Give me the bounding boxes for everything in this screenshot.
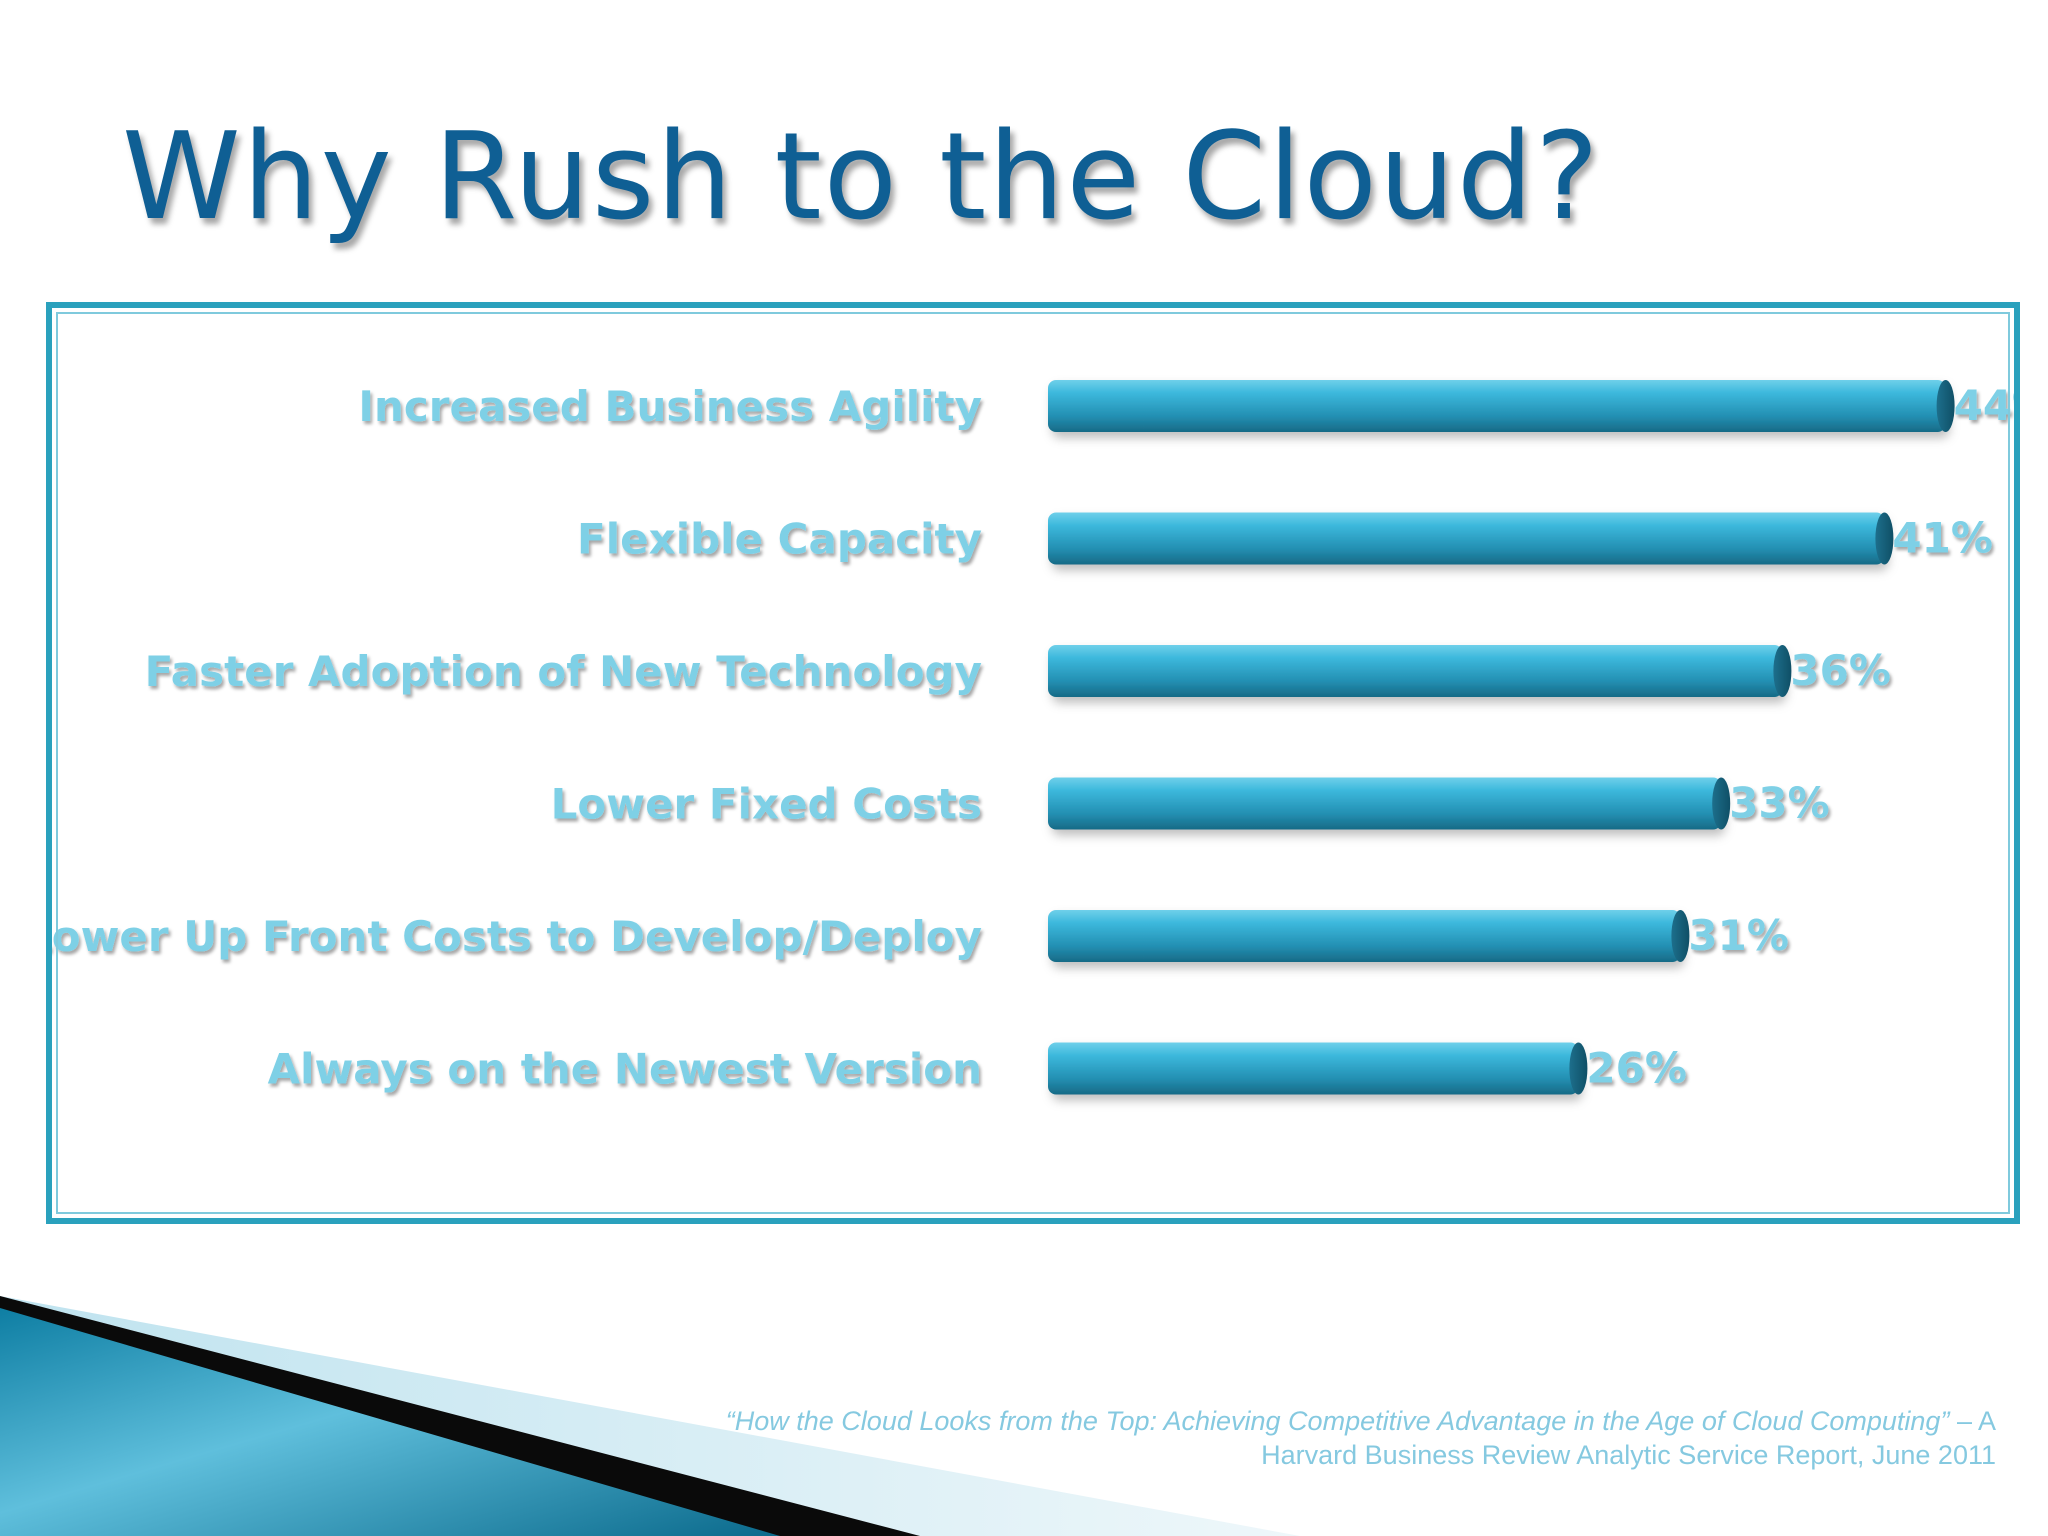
bar: [1048, 910, 1681, 962]
category-label: Increased Business Agility: [358, 382, 982, 431]
bar: [1048, 1042, 1579, 1095]
value-label: 33%: [1729, 779, 1830, 828]
bar-end-cap: [1773, 645, 1792, 697]
bar: [1048, 645, 1783, 697]
value-label: 36%: [1790, 646, 1891, 695]
category-label: Lower Up Front Costs to Develop/Deploy: [52, 912, 982, 961]
value-label: 44%: [1954, 381, 2014, 430]
category-label: Faster Adoption of New Technology: [145, 647, 982, 696]
citation-source: – A Harvard Business Review Analytic Ser…: [1261, 1406, 1996, 1470]
bar-chart: Increased Business Agility Flexible Capac…: [52, 380, 2014, 1095]
bar-end-cap: [1936, 380, 1955, 432]
bar: [1048, 512, 1885, 565]
citation-report-title: “How the Cloud Looks from the Top: Achie…: [725, 1406, 1950, 1436]
chart-frame: Increased Business Agility Flexible Capac…: [46, 302, 2020, 1224]
bar-end-cap: [1712, 777, 1731, 830]
value-label: 31%: [1688, 911, 1789, 960]
bar: [1048, 380, 1946, 432]
category-label: Always on the Newest Version: [268, 1045, 982, 1094]
bar-end-cap: [1569, 1042, 1588, 1095]
source-citation: “How the Cloud Looks from the Top: Achie…: [696, 1404, 1996, 1472]
slide-title: Why Rush to the Cloud?: [122, 108, 1601, 247]
category-label: Flexible Capacity: [577, 515, 982, 564]
value-label: 26%: [1586, 1044, 1687, 1093]
category-label: Lower Fixed Costs: [551, 780, 982, 829]
bar-end-cap: [1671, 910, 1690, 962]
value-label: 41%: [1892, 514, 1993, 563]
bar: [1048, 777, 1722, 830]
bar-end-cap: [1875, 512, 1894, 565]
